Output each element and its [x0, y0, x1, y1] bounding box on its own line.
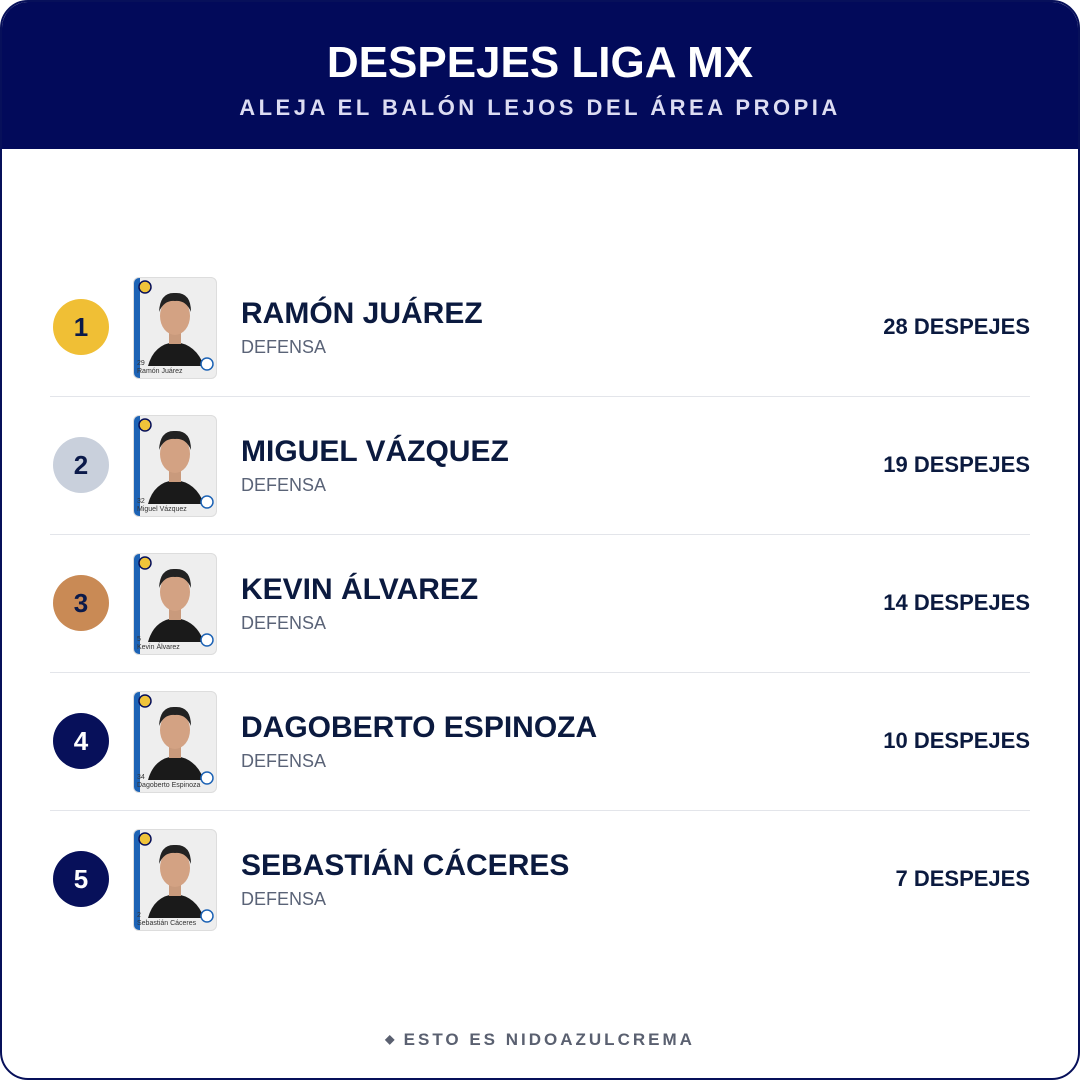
footer: ◆ ESTO ES NIDOAZULCREMA	[2, 1030, 1078, 1050]
player-card: 32 Miguel Vázquez	[133, 415, 217, 517]
divider	[50, 672, 1030, 673]
player-stat: 19 DESPEJES	[883, 452, 1030, 477]
player-name: KEVIN ÁLVAREZ	[241, 573, 479, 606]
player-row: 2 32 Miguel Vázquez MIGUEL VÁZQUEZ DEFENSA 1…	[50, 397, 1030, 535]
rank-badge: 3	[53, 575, 109, 631]
rank-badge: 2	[53, 437, 109, 493]
player-name: RAMÓN JUÁREZ	[241, 297, 483, 330]
player-card: 34 Dagoberto Espinoza	[133, 691, 217, 793]
player-photo	[134, 278, 214, 378]
player-photo	[134, 692, 214, 792]
player-row: 4 34 Dagoberto Espinoza DAGOBERTO ESPINOZA…	[50, 673, 1030, 811]
player-stat: 28 DESPEJES	[883, 314, 1030, 339]
subtitle: ALEJA EL BALÓN LEJOS DEL ÁREA PROPIA	[239, 95, 841, 120]
player-photo	[134, 554, 214, 654]
title: DESPEJES LIGA MX	[326, 38, 754, 87]
player-position: DEFENSA	[241, 613, 327, 633]
footer-text: ESTO ES NIDOAZULCREMA	[403, 1030, 695, 1049]
card-name: Miguel Vázquez	[137, 506, 187, 513]
card-name: Dagoberto Espinoza	[137, 782, 201, 789]
player-position: DEFENSA	[241, 751, 327, 771]
card-name: Sebastián Cáceres	[137, 920, 197, 927]
player-photo	[134, 416, 214, 516]
player-name: MIGUEL VÁZQUEZ	[241, 435, 509, 468]
card-number: 2	[137, 912, 141, 919]
divider	[50, 534, 1030, 535]
player-card: 2 Sebastián Cáceres	[133, 829, 217, 931]
card-number: 5	[137, 636, 141, 643]
rank-badge: 5	[53, 851, 109, 907]
player-stat: 7 DESPEJES	[895, 866, 1030, 891]
player-position: DEFENSA	[241, 889, 327, 909]
player-position: DEFENSA	[241, 475, 327, 495]
player-card: 5 Kevin Álvarez	[133, 553, 217, 655]
player-stat: 10 DESPEJES	[883, 728, 1030, 753]
player-position: DEFENSA	[241, 337, 327, 357]
card-number: 29	[137, 360, 145, 367]
rank-badge: 1	[53, 299, 109, 355]
header: DESPEJES LIGA MX ALEJA EL BALÓN LEJOS DE…	[2, 2, 1078, 149]
player-row: 3 5 Kevin Álvarez KEVIN ÁLVAREZ DEFENSA 14 D…	[50, 535, 1030, 673]
player-card: 29 Ramón Juárez	[133, 277, 217, 379]
divider	[50, 810, 1030, 811]
player-stat: 14 DESPEJES	[883, 590, 1030, 615]
card-name: Ramón Juárez	[137, 368, 183, 375]
diamond: ◆	[385, 1032, 404, 1046]
player-photo	[134, 830, 214, 930]
rank-badge: 4	[53, 713, 109, 769]
player-name: SEBASTIÁN CÁCERES	[241, 849, 570, 882]
divider	[50, 396, 1030, 397]
card-name: Kevin Álvarez	[137, 644, 180, 651]
player-row: 5 2 Sebastián Cáceres SEBASTIÁN CÁCERES DEF…	[50, 811, 1030, 949]
player-name: DAGOBERTO ESPINOZA	[241, 711, 598, 744]
card-number: 34	[137, 774, 145, 781]
player-row: 1 29 Ramón Juárez RAMÓN JUÁREZ DEFENSA 28 DE…	[50, 259, 1030, 397]
card-number: 32	[137, 498, 145, 505]
